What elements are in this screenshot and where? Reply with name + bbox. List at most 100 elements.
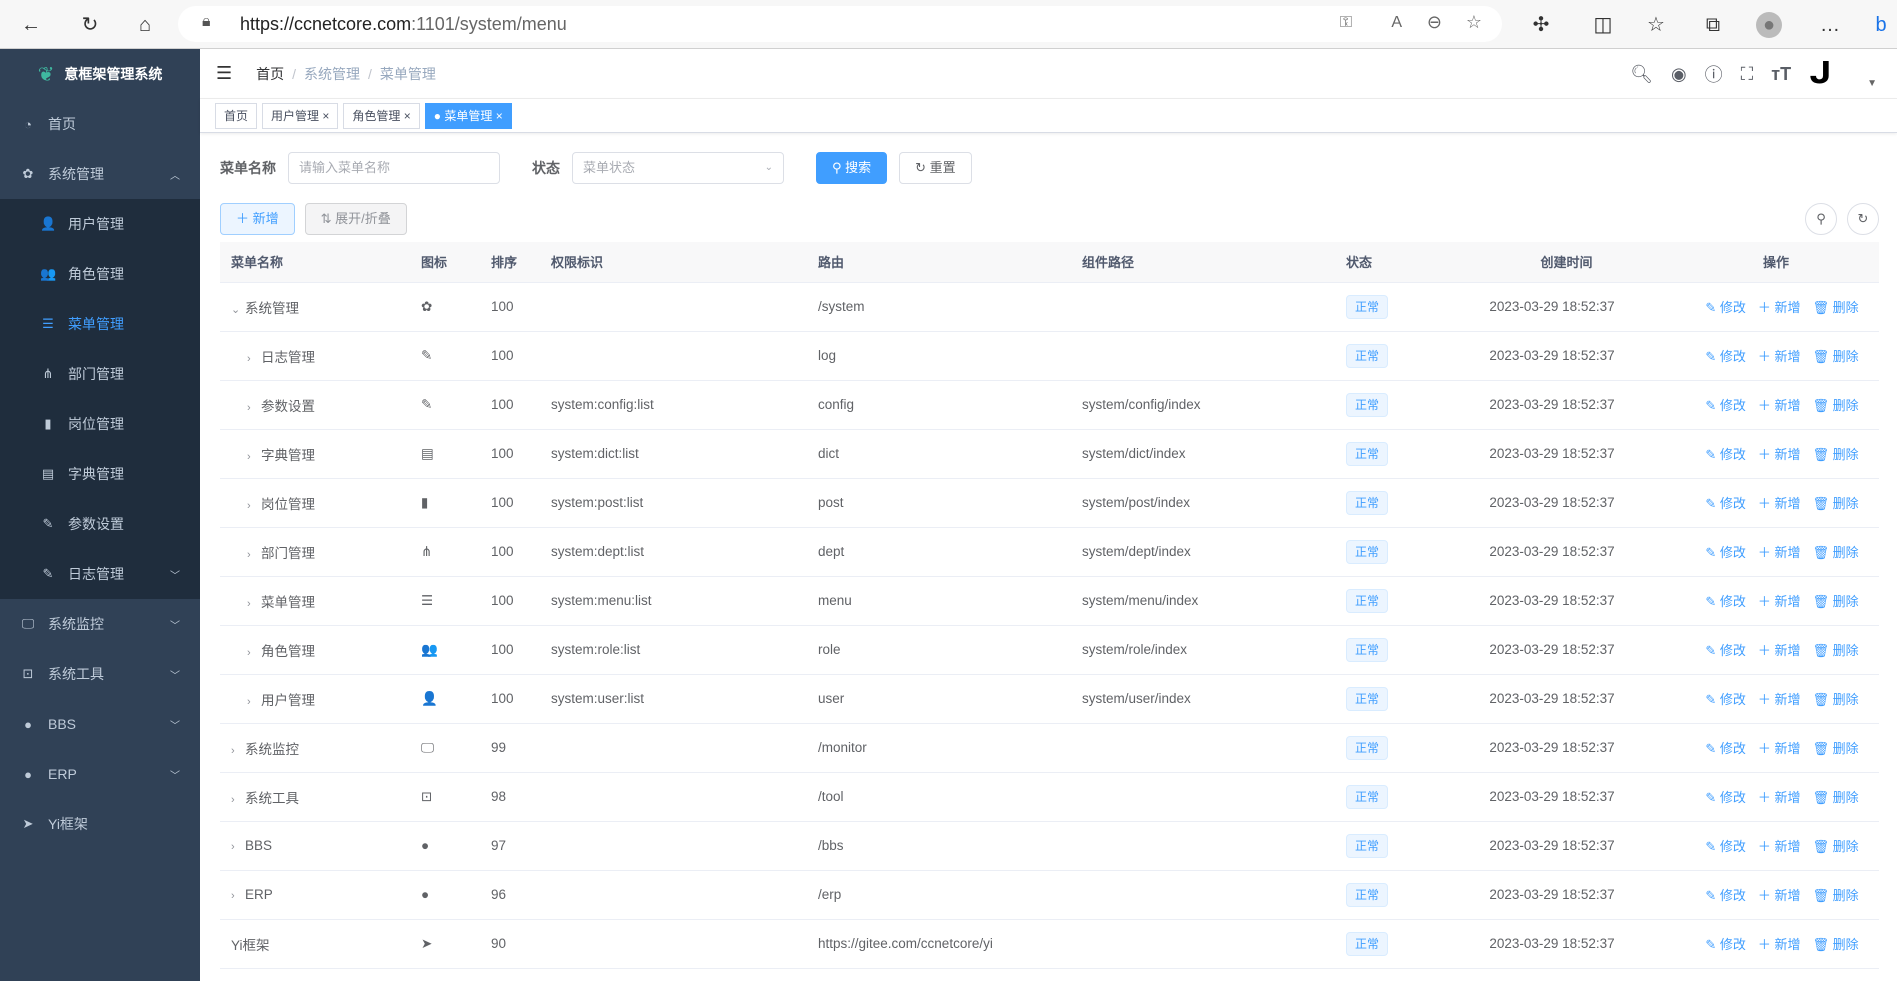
logo[interactable]: ❦ 意框架管理系统 bbox=[0, 49, 200, 99]
sidebar-item-2[interactable]: 🖵 系统监控 ﹀ bbox=[0, 599, 200, 649]
delete-button[interactable]: 🗑︎ 删除 bbox=[1813, 349, 1859, 364]
chevron-right-icon[interactable]: › bbox=[247, 352, 251, 365]
add-child-button[interactable]: ＋ 新增 bbox=[1758, 692, 1801, 707]
chevron-right-icon[interactable]: › bbox=[231, 744, 235, 757]
collections-icon[interactable]: ⧉ bbox=[1705, 14, 1721, 36]
close-icon[interactable]: × bbox=[495, 108, 503, 123]
tag-2[interactable]: 角色管理 × bbox=[343, 102, 420, 129]
fullscreen-icon[interactable]: ⛶ bbox=[1740, 63, 1754, 84]
status-select[interactable]: 菜单状态 ⌄ bbox=[572, 152, 784, 184]
avatar[interactable]: ᒍ bbox=[1809, 57, 1832, 90]
favorites-icon[interactable]: ☆ bbox=[1647, 14, 1665, 36]
edit-button[interactable]: ✎ 修改 bbox=[1705, 937, 1746, 952]
delete-button[interactable]: 🗑︎ 删除 bbox=[1813, 398, 1859, 413]
delete-button[interactable]: 🗑︎ 删除 bbox=[1813, 594, 1859, 609]
chevron-right-icon[interactable]: › bbox=[247, 597, 251, 610]
sidebar-subitem-1[interactable]: 👥 角色管理 bbox=[0, 249, 200, 299]
delete-button[interactable]: 🗑︎ 删除 bbox=[1813, 888, 1859, 903]
caret-down-icon[interactable]: ▼ bbox=[1867, 77, 1877, 89]
tag-0[interactable]: 首页 bbox=[215, 102, 258, 129]
home-icon[interactable]: ⌂ bbox=[138, 14, 152, 36]
sidebar-subitem-6[interactable]: ✎ 参数设置 bbox=[0, 499, 200, 549]
chevron-right-icon[interactable]: › bbox=[247, 695, 251, 708]
tag-3[interactable]: ● 菜单管理 × bbox=[424, 102, 512, 129]
edit-button[interactable]: ✎ 修改 bbox=[1705, 643, 1746, 658]
sidebar-item-3[interactable]: ⊡ 系统工具 ﹀ bbox=[0, 649, 200, 699]
bing-icon[interactable]: b bbox=[1875, 14, 1887, 36]
sidebar-subitem-0[interactable]: 👤 用户管理 bbox=[0, 199, 200, 249]
delete-button[interactable]: 🗑︎ 删除 bbox=[1813, 300, 1859, 315]
add-child-button[interactable]: ＋ 新增 bbox=[1758, 888, 1801, 903]
chevron-down-icon[interactable]: ⌄ bbox=[231, 303, 241, 316]
sidebar-item-6[interactable]: ➤ Yi框架 bbox=[0, 799, 200, 849]
chevron-right-icon[interactable]: › bbox=[247, 499, 251, 512]
delete-button[interactable]: 🗑︎ 删除 bbox=[1813, 643, 1859, 658]
reset-button[interactable]: ↻ 重置 bbox=[899, 152, 972, 184]
edit-button[interactable]: ✎ 修改 bbox=[1705, 398, 1746, 413]
expand-collapse-button[interactable]: ⇅ 展开/折叠 bbox=[304, 203, 407, 235]
edit-button[interactable]: ✎ 修改 bbox=[1705, 888, 1746, 903]
delete-button[interactable]: 🗑︎ 删除 bbox=[1813, 839, 1859, 854]
zoom-out-icon[interactable]: ⊖ bbox=[1426, 12, 1442, 32]
chevron-right-icon[interactable]: › bbox=[231, 890, 235, 902]
delete-button[interactable]: 🗑︎ 删除 bbox=[1813, 447, 1859, 462]
add-child-button[interactable]: ＋ 新增 bbox=[1758, 349, 1801, 364]
close-icon[interactable]: × bbox=[403, 108, 411, 123]
delete-button[interactable]: 🗑︎ 删除 bbox=[1813, 545, 1859, 560]
edit-button[interactable]: ✎ 修改 bbox=[1705, 594, 1746, 609]
add-child-button[interactable]: ＋ 新增 bbox=[1758, 447, 1801, 462]
edit-button[interactable]: ✎ 修改 bbox=[1705, 349, 1746, 364]
favorite-add-icon[interactable]: ☆ bbox=[1465, 12, 1482, 32]
edit-button[interactable]: ✎ 修改 bbox=[1705, 839, 1746, 854]
toggle-search-button[interactable]: ⚲ bbox=[1805, 203, 1837, 235]
font-size-icon[interactable]: тT bbox=[1771, 63, 1792, 84]
delete-button[interactable]: 🗑︎ 删除 bbox=[1813, 741, 1859, 756]
help-icon[interactable]: ⓘ bbox=[1704, 65, 1723, 85]
sidebar-item-5[interactable]: ● ERP ﹀ bbox=[0, 749, 200, 799]
search-icon[interactable]: 🔍︎ bbox=[1630, 63, 1653, 84]
sidebar-item-4[interactable]: ● BBS ﹀ bbox=[0, 699, 200, 749]
split-screen-icon[interactable]: ◫ bbox=[1593, 14, 1613, 36]
extensions-icon[interactable]: ✣ bbox=[1532, 14, 1550, 36]
chevron-right-icon[interactable]: › bbox=[247, 401, 251, 414]
refresh-icon[interactable]: ↻ bbox=[81, 14, 99, 36]
add-child-button[interactable]: ＋ 新增 bbox=[1758, 300, 1801, 315]
delete-button[interactable]: 🗑︎ 删除 bbox=[1813, 692, 1859, 707]
hamburger-icon[interactable]: ☰ bbox=[216, 63, 233, 83]
sidebar-subitem-5[interactable]: ▤ 字典管理 bbox=[0, 449, 200, 499]
delete-button[interactable]: 🗑︎ 删除 bbox=[1813, 790, 1859, 805]
edit-button[interactable]: ✎ 修改 bbox=[1705, 545, 1746, 560]
edit-button[interactable]: ✎ 修改 bbox=[1705, 692, 1746, 707]
address-bar[interactable]: 🔒︎ https://ccnetcore.com:1101/system/men… bbox=[178, 6, 1502, 42]
search-button[interactable]: ⚲ 搜索 bbox=[816, 152, 888, 184]
edit-button[interactable]: ✎ 修改 bbox=[1705, 447, 1746, 462]
key-icon[interactable]: ⚿ bbox=[1339, 14, 1352, 31]
chevron-right-icon[interactable]: › bbox=[247, 450, 251, 463]
profile-icon[interactable]: ● bbox=[1756, 12, 1782, 38]
add-child-button[interactable]: ＋ 新增 bbox=[1758, 839, 1801, 854]
add-child-button[interactable]: ＋ 新增 bbox=[1758, 741, 1801, 756]
add-child-button[interactable]: ＋ 新增 bbox=[1758, 594, 1801, 609]
chevron-right-icon[interactable]: › bbox=[247, 646, 251, 659]
sidebar-subitem-7[interactable]: ✎ 日志管理 ﹀ bbox=[0, 549, 200, 599]
back-icon[interactable]: ← bbox=[21, 14, 41, 36]
add-child-button[interactable]: ＋ 新增 bbox=[1758, 643, 1801, 658]
edit-button[interactable]: ✎ 修改 bbox=[1705, 741, 1746, 756]
chevron-right-icon[interactable]: › bbox=[231, 793, 235, 806]
menu-name-input[interactable]: 请输入菜单名称 bbox=[288, 152, 500, 184]
add-child-button[interactable]: ＋ 新增 bbox=[1758, 545, 1801, 560]
refresh-button[interactable]: ↻ bbox=[1847, 203, 1879, 235]
add-child-button[interactable]: ＋ 新增 bbox=[1758, 937, 1801, 952]
tag-1[interactable]: 用户管理 × bbox=[262, 102, 339, 129]
more-icon[interactable]: … bbox=[1820, 14, 1840, 36]
add-button[interactable]: ＋ 新增 bbox=[220, 203, 295, 235]
delete-button[interactable]: 🗑︎ 删除 bbox=[1813, 496, 1859, 511]
breadcrumb-home[interactable]: 首页 bbox=[256, 65, 285, 82]
chevron-right-icon[interactable]: › bbox=[247, 548, 251, 561]
sidebar-item-1[interactable]: ✿ 系统管理 ︿ bbox=[0, 149, 200, 199]
read-aloud-icon[interactable]: A bbox=[1391, 14, 1402, 31]
edit-button[interactable]: ✎ 修改 bbox=[1705, 790, 1746, 805]
add-child-button[interactable]: ＋ 新增 bbox=[1758, 496, 1801, 511]
add-child-button[interactable]: ＋ 新增 bbox=[1758, 398, 1801, 413]
sidebar-subitem-3[interactable]: ⋔ 部门管理 bbox=[0, 349, 200, 399]
